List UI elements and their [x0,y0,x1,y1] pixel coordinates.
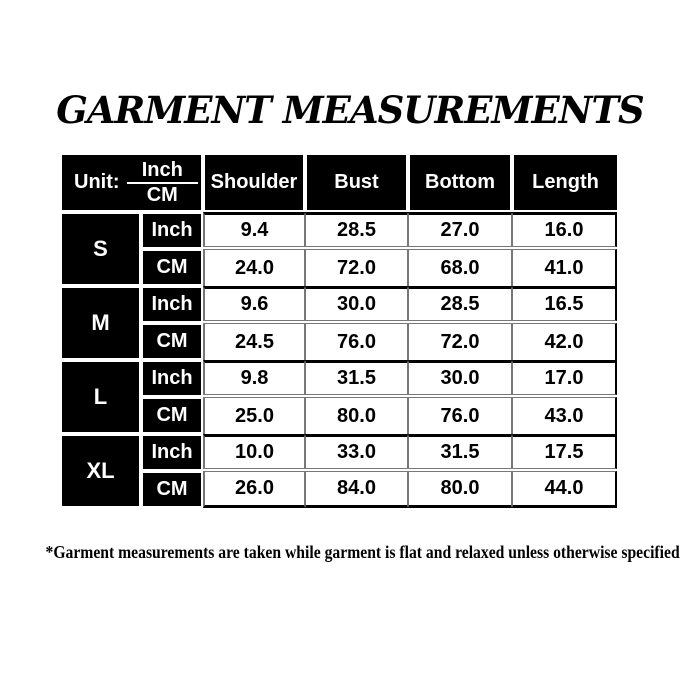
column-header-bust: Bust [307,155,406,210]
measurement-xl-cm-length: 44.0 [512,471,617,508]
measurement-l-inch-shoulder: 9.8 [203,360,305,395]
measurement-m-inch-bust: 30.0 [305,286,408,321]
unit-inch-label: Inch [141,158,183,181]
measurement-s-inch-bust: 28.5 [305,212,408,247]
measurement-xl-inch-bust: 33.0 [305,434,408,469]
measurement-xl-cm-bottom: 80.0 [408,471,512,508]
measurement-l-inch-length: 17.0 [512,360,617,395]
measurement-s-cm-shoulder: 24.0 [203,249,305,286]
measurement-xl-inch-length: 17.5 [512,434,617,469]
measurement-xl-inch-shoulder: 10.0 [203,434,305,469]
measurement-m-cm-length: 42.0 [512,323,617,360]
measurement-l-cm-length: 43.0 [512,397,617,434]
unit-row-label-inch-s: Inch [143,214,201,247]
column-header-bottom: Bottom [410,155,510,210]
measurement-m-inch-shoulder: 9.6 [203,286,305,321]
fraction-divider-line [126,181,198,184]
unit-row-label-cm-l: CM [143,399,201,432]
unit-label: Unit: [74,171,120,193]
measurement-s-inch-length: 16.0 [512,212,617,247]
column-header-shoulder: Shoulder [205,155,303,210]
unit-cm-label: CM [146,183,178,206]
measurement-m-inch-length: 16.5 [512,286,617,321]
page-title: GARMENT MEASUREMENTS [56,88,644,132]
measurement-disclaimer: *Garment measurements are taken while ga… [45,542,680,562]
measurement-s-cm-bust: 72.0 [305,249,408,286]
unit-row-label-inch-xl: Inch [143,436,201,469]
measurement-m-inch-bottom: 28.5 [408,286,512,321]
measurement-l-inch-bust: 31.5 [305,360,408,395]
measurement-xl-cm-shoulder: 26.0 [203,471,305,508]
unit-row-label-cm-m: CM [143,325,201,358]
measurement-l-cm-bottom: 76.0 [408,397,512,434]
measurement-m-cm-bust: 76.0 [305,323,408,360]
unit-row-label-cm-s: CM [143,251,201,284]
size-chart-table: Unit: Inch CM Shoulder Bust Bottom Lengt… [62,155,617,508]
size-cell-m: M [62,288,139,358]
measurement-s-inch-shoulder: 9.4 [203,212,305,247]
size-cell-s: S [62,214,139,284]
measurement-xl-inch-bottom: 31.5 [408,434,512,469]
measurement-m-cm-shoulder: 24.5 [203,323,305,360]
unit-row-label-inch-m: Inch [143,288,201,321]
measurement-l-cm-shoulder: 25.0 [203,397,305,434]
measurement-m-cm-bottom: 72.0 [408,323,512,360]
unit-row-label-cm-xl: CM [143,473,201,506]
size-cell-xl: XL [62,436,139,506]
measurement-s-cm-bottom: 68.0 [408,249,512,286]
column-header-length: Length [514,155,617,210]
unit-header-cell: Unit: Inch CM [62,155,201,210]
measurement-s-inch-bottom: 27.0 [408,212,512,247]
measurement-xl-cm-bust: 84.0 [305,471,408,508]
measurement-l-inch-bottom: 30.0 [408,360,512,395]
size-cell-l: L [62,362,139,432]
unit-fraction: Inch CM [126,155,198,210]
unit-row-label-inch-l: Inch [143,362,201,395]
measurement-s-cm-length: 41.0 [512,249,617,286]
measurement-l-cm-bust: 80.0 [305,397,408,434]
